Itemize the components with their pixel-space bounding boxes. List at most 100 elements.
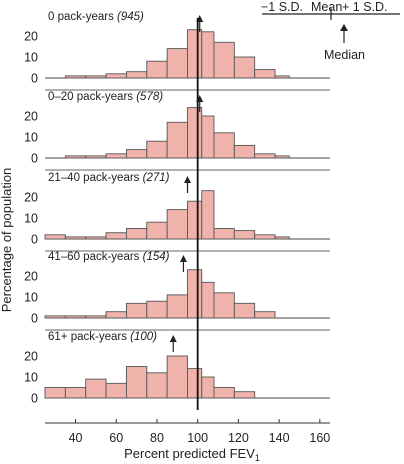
histogram-bar (85, 236, 107, 240)
histogram-bar (254, 234, 276, 240)
histogram-bar (233, 56, 256, 79)
histogram-bar (166, 48, 188, 79)
panel-label-pack-years: 21–40 pack-years (48, 172, 143, 184)
x-tick-label: 160 (309, 431, 330, 445)
x-tick-label: 80 (150, 431, 164, 445)
median-arrowhead (179, 255, 187, 262)
histogram-bar (166, 355, 188, 399)
panel-label-pack-years: 0–20 pack-years (48, 91, 136, 103)
histogram-bar (44, 315, 66, 319)
histogram-bar (213, 387, 235, 399)
y-tick-label: 10 (24, 212, 38, 226)
histogram-bar (146, 300, 168, 319)
y-tick-label: 10 (24, 291, 38, 305)
y-tick-label: 10 (24, 371, 38, 385)
histogram-bar (105, 232, 127, 240)
histogram-bar (125, 228, 148, 240)
histogram-bar (64, 387, 87, 399)
x-axis-label-main: Percent predicted FEV (124, 446, 255, 461)
panel-label: 61+ pack-years (100) (48, 331, 157, 343)
panel-label: 0–20 pack-years (578) (48, 91, 163, 103)
histogram-bar (85, 75, 107, 79)
panel-label-count: (100) (130, 331, 157, 343)
histogram-bar (166, 121, 188, 159)
histogram-bar (85, 378, 107, 399)
panel-5: 0 10 20 61+ pack-years (100) (24, 331, 330, 406)
panel-label-count: (271) (143, 172, 170, 184)
panel-label-count: (154) (143, 251, 170, 263)
panel-label: 0 pack-years (945) (48, 11, 144, 23)
legend-median-label: Median (324, 48, 365, 62)
y-tick-label: 0 (31, 72, 38, 86)
histogram-bar (105, 311, 127, 319)
histogram-bar (201, 376, 215, 399)
histogram-bar (146, 140, 168, 159)
histogram-bar (64, 236, 87, 240)
y-axis-label: Percentage of population (0, 168, 14, 313)
histogram-bar (125, 302, 148, 319)
histogram-bar (187, 107, 203, 159)
histogram-bar (274, 75, 290, 79)
x-tick-label: 140 (269, 431, 290, 445)
histogram-bar (146, 221, 168, 240)
panel-3: 0 10 20 21–40 pack-years (271) (24, 172, 330, 252)
legend-plus-sd: + 1 S.D. (342, 0, 388, 14)
legend-mean: Mean (311, 0, 342, 14)
panel-2: 0 10 20 0–20 pack-years (578) (24, 91, 330, 171)
y-tick-label: 20 (24, 30, 38, 44)
histogram-bar (201, 31, 215, 79)
y-tick-label: 20 (24, 110, 38, 124)
histogram-bar (125, 71, 148, 79)
y-tick-label: 0 (31, 152, 38, 166)
histogram-bar (105, 382, 127, 399)
y-tick-label: 20 (24, 191, 38, 205)
panel-label-count: (945) (117, 11, 144, 23)
histogram-bar (44, 387, 66, 399)
x-tick-label: 40 (69, 431, 83, 445)
y-tick-label: 10 (24, 51, 38, 65)
legend-median-arrowhead (340, 24, 348, 31)
x-axis-label-subscript: 1 (255, 453, 260, 463)
histogram-bar (233, 391, 256, 399)
y-tick-label: 10 (24, 131, 38, 145)
histogram-bar (213, 41, 235, 79)
x-tick-label: 120 (228, 431, 249, 445)
panel-label: 41–60 pack-years (154) (48, 251, 170, 263)
x-axis: 40 60 80 100 120 140 160 (45, 419, 330, 445)
x-tick-label: 60 (109, 431, 123, 445)
histogram-bar (105, 73, 127, 79)
panel-4: 0 10 20 41–60 pack-years (154) (24, 251, 330, 331)
histogram-bar (125, 149, 148, 159)
histogram-bar (187, 368, 203, 399)
histogram-bar (213, 132, 235, 159)
histogram-bar (201, 115, 215, 159)
panel-label-pack-years: 61+ pack-years (48, 331, 130, 343)
y-tick-label: 20 (24, 350, 38, 364)
histogram-bar (64, 315, 87, 319)
histogram-bar (166, 209, 188, 240)
histogram-bar (233, 302, 256, 319)
histogram-bar (85, 315, 107, 319)
histogram-bar (254, 153, 276, 159)
legend: −1 S.D. Mean + 1 S.D. Median (261, 0, 400, 62)
histogram-bar (64, 75, 87, 79)
histogram-bar (187, 269, 203, 319)
y-tick-label: 20 (24, 270, 38, 284)
y-tick-label: 0 (31, 233, 38, 247)
histogram-bar (125, 366, 148, 399)
histogram-bar (44, 234, 66, 240)
panel-label-pack-years: 41–60 pack-years (48, 251, 143, 263)
panel-1: 0 10 20 0 pack-years (945) (24, 11, 330, 91)
median-arrowhead (184, 176, 191, 183)
histogram-bar (166, 294, 188, 319)
panel-label: 21–40 pack-years (271) (48, 172, 170, 184)
histogram-bar (233, 230, 256, 240)
histogram-bar (201, 281, 215, 319)
histogram-bar (213, 228, 235, 240)
y-tick-label: 0 (31, 392, 38, 406)
legend-minus-sd: −1 S.D. (261, 0, 303, 14)
x-axis-label: Percent predicted FEV1 (124, 446, 260, 463)
histogram-bar (233, 144, 256, 159)
median-arrowhead (169, 335, 177, 342)
